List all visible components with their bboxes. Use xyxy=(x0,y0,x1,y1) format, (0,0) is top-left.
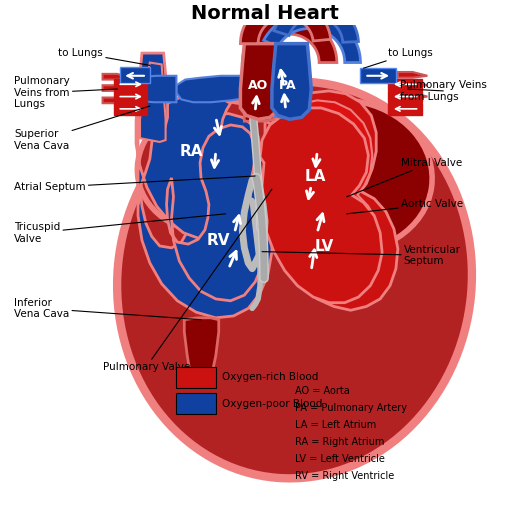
Polygon shape xyxy=(244,63,274,121)
Polygon shape xyxy=(136,95,238,238)
Ellipse shape xyxy=(255,100,432,252)
Polygon shape xyxy=(398,93,427,99)
Polygon shape xyxy=(140,63,165,142)
Polygon shape xyxy=(241,0,331,43)
Text: PA: PA xyxy=(279,79,296,92)
Polygon shape xyxy=(360,68,396,83)
Text: RA: RA xyxy=(180,144,203,159)
Text: Mitral Valve: Mitral Valve xyxy=(347,158,462,197)
Polygon shape xyxy=(241,43,280,119)
Text: LV: LV xyxy=(314,240,334,254)
Polygon shape xyxy=(265,121,354,216)
Polygon shape xyxy=(264,91,398,310)
Bar xyxy=(176,393,216,414)
Polygon shape xyxy=(138,53,167,130)
Ellipse shape xyxy=(117,82,472,479)
Text: PA = Pulmonary Artery: PA = Pulmonary Artery xyxy=(295,403,407,413)
Polygon shape xyxy=(176,76,248,102)
Text: AO = Aorta: AO = Aorta xyxy=(295,386,349,396)
Polygon shape xyxy=(264,13,360,63)
Title: Normal Heart: Normal Heart xyxy=(191,4,339,23)
Text: Pulmonary Veins
from Lungs: Pulmonary Veins from Lungs xyxy=(400,80,487,102)
Text: Ventricular
Septum: Ventricular Septum xyxy=(262,245,461,266)
Text: Atrial Septum: Atrial Septum xyxy=(14,176,255,192)
Polygon shape xyxy=(266,100,379,284)
Polygon shape xyxy=(269,63,299,117)
Text: LV = Left Ventricle: LV = Left Ventricle xyxy=(295,454,384,464)
Polygon shape xyxy=(103,85,132,91)
Text: AO: AO xyxy=(248,79,268,92)
Polygon shape xyxy=(114,91,147,102)
Polygon shape xyxy=(120,67,150,83)
Text: RV: RV xyxy=(207,233,231,248)
Text: Oxygen-rich Blood: Oxygen-rich Blood xyxy=(222,373,318,382)
Text: LA: LA xyxy=(305,169,326,183)
Text: Oxygen-poor Blood: Oxygen-poor Blood xyxy=(222,399,322,409)
Bar xyxy=(176,367,216,388)
Polygon shape xyxy=(103,74,132,79)
Polygon shape xyxy=(260,108,382,303)
Text: to Lungs: to Lungs xyxy=(364,48,433,68)
Text: Pulmonary Valve: Pulmonary Valve xyxy=(103,189,272,372)
Text: Inferior
Vena Cava: Inferior Vena Cava xyxy=(14,297,201,320)
Polygon shape xyxy=(103,98,132,103)
Polygon shape xyxy=(138,113,272,318)
Polygon shape xyxy=(398,82,427,87)
Polygon shape xyxy=(166,125,265,301)
Polygon shape xyxy=(114,103,147,114)
Ellipse shape xyxy=(137,100,294,233)
Polygon shape xyxy=(388,103,422,114)
Polygon shape xyxy=(272,43,311,119)
Text: LA = Left Atrium: LA = Left Atrium xyxy=(295,420,376,430)
Polygon shape xyxy=(274,2,358,42)
Text: RA = Right Atrium: RA = Right Atrium xyxy=(295,437,384,447)
Text: Superior
Vena Cava: Superior Vena Cava xyxy=(14,106,150,151)
Text: to Lungs: to Lungs xyxy=(58,48,150,65)
Polygon shape xyxy=(398,72,427,78)
Text: Tricuspid
Valve: Tricuspid Valve xyxy=(14,214,226,243)
Polygon shape xyxy=(242,17,337,63)
Polygon shape xyxy=(114,78,147,90)
Text: RV = Right Ventricle: RV = Right Ventricle xyxy=(295,471,394,481)
Polygon shape xyxy=(388,91,422,102)
Text: Pulmonary
Veins from
Lungs: Pulmonary Veins from Lungs xyxy=(14,76,117,109)
Polygon shape xyxy=(184,318,219,379)
Polygon shape xyxy=(120,76,176,102)
Polygon shape xyxy=(388,78,422,90)
Text: Aortic Valve: Aortic Valve xyxy=(347,199,463,214)
